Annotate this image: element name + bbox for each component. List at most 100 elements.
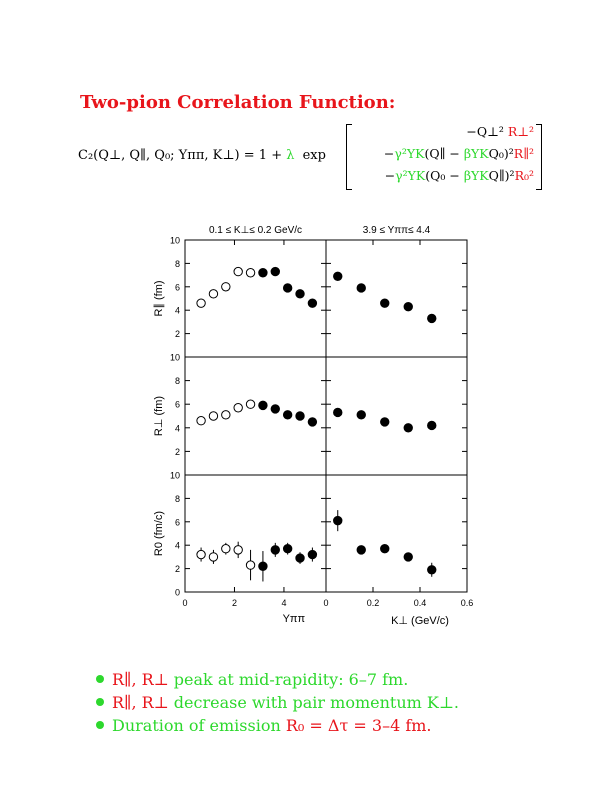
data-point-filled	[282, 410, 293, 420]
data-point-filled	[270, 545, 280, 555]
bullet-text-green: decrease with pair momentum K⊥.	[168, 693, 459, 712]
y-axis-label: R∥ (fm)	[153, 280, 165, 316]
data-point-filled	[295, 411, 305, 421]
data-point-filled	[380, 417, 390, 427]
y-tick-label: 6	[175, 400, 180, 410]
data-point-filled	[333, 271, 343, 281]
column-header: 0.1 ≤ K⊥≤ 0.2 GeV/c	[209, 225, 302, 236]
eq-r2-c: (Q∥ −	[424, 146, 464, 161]
data-point-open	[233, 403, 243, 413]
data-point-filled	[356, 283, 366, 293]
data-point-open	[196, 298, 206, 308]
bullet-dot	[96, 674, 104, 683]
summary-bullets: R∥, R⊥ peak at mid-rapidity: 6–7 fm. R∥,…	[96, 670, 459, 739]
bullet-item: Duration of emission R₀ = Δτ = 3–4 fm.	[96, 716, 459, 739]
correlation-equation: C₂(Q⊥, Q∥, Q₀; Yππ, K⊥) = 1 + λ exp −Q⊥²…	[78, 122, 548, 192]
bullet-item: R∥, R⊥ decrease with pair momentum K⊥.	[96, 693, 459, 716]
bullet-item: R∥, R⊥ peak at mid-rapidity: 6–7 fm.	[96, 670, 459, 693]
equation-lambda: λ	[286, 148, 295, 163]
data-point-filled	[380, 298, 390, 308]
data-point-open	[208, 289, 219, 299]
data-point-filled	[307, 549, 318, 560]
eq-r2-d: βYK	[463, 146, 489, 161]
eq-r3-e: Q∥)²	[488, 168, 515, 183]
x-tick-label: 4	[281, 598, 286, 608]
x-tick-label: 0	[323, 598, 328, 608]
x-tick-label: 0	[182, 598, 187, 608]
data-point-filled	[403, 423, 413, 433]
y-tick-label: 6	[175, 517, 180, 527]
eq-r2-e: Q₀)²	[488, 146, 514, 161]
eq-r2-b: γ²YK	[394, 146, 425, 161]
data-point-filled	[282, 544, 293, 554]
data-point-open	[245, 399, 256, 409]
data-point-filled	[258, 268, 268, 278]
eq-r2-a: −	[383, 146, 395, 161]
x-tick-label: 2	[232, 598, 237, 608]
equation-bracket-left	[346, 124, 352, 190]
data-point-filled	[307, 417, 318, 427]
eq-r3-c: (Q₀ −	[425, 168, 464, 183]
x-tick-label: 0.6	[461, 598, 474, 608]
eq-r1-b: R⊥²	[507, 124, 534, 139]
y-axis-label: R⊥ (fm)	[153, 396, 165, 436]
y-tick-label: 10	[170, 471, 180, 481]
y-tick-label: 4	[175, 306, 180, 316]
data-point-filled	[258, 561, 268, 571]
y-tick-label: 10	[170, 236, 180, 246]
data-point-open	[233, 266, 243, 277]
bullet-text-red: R∥, R⊥	[112, 693, 169, 712]
data-point-filled	[333, 515, 343, 526]
data-point-open	[221, 544, 231, 554]
bullet-text-red: R∥, R⊥	[112, 670, 169, 689]
y-tick-label: 2	[175, 447, 180, 457]
equation-row-1: −Q⊥² R⊥²	[466, 124, 534, 139]
x-tick-label: 0.2	[367, 598, 380, 608]
data-point-open	[208, 552, 219, 562]
x-axis-label: Yππ	[283, 613, 306, 625]
data-point-open	[196, 416, 206, 426]
data-point-open	[245, 560, 256, 570]
bullet-text-green: Duration of emission	[112, 716, 286, 735]
data-point-filled	[282, 283, 293, 293]
data-point-open	[196, 549, 206, 560]
data-point-filled	[427, 313, 437, 324]
data-point-filled	[403, 552, 413, 562]
y-tick-label: 4	[175, 541, 180, 551]
bullet-text-green: peak at mid-rapidity: 6–7 fm.	[168, 670, 409, 689]
eq-r2-f: R∥²	[513, 146, 534, 161]
data-point-filled	[295, 289, 305, 299]
data-point-open	[245, 268, 256, 278]
eq-r3-f: R₀²	[514, 168, 534, 183]
y-tick-label: 8	[175, 376, 180, 386]
data-point-filled	[270, 266, 280, 277]
eq-r3-d: βYK	[463, 168, 489, 183]
bullet-dot	[96, 720, 104, 729]
x-tick-label: 0.4	[414, 598, 427, 608]
bullet-text-red: R₀ = Δτ = 3–4 fm.	[285, 716, 432, 735]
y-tick-label: 8	[175, 494, 180, 504]
y-tick-label: 4	[175, 423, 180, 433]
eq-r1-a: −Q⊥²	[466, 124, 508, 139]
data-point-filled	[258, 400, 268, 411]
eq-r3-a: −	[384, 168, 396, 183]
data-point-open	[221, 410, 231, 420]
slide-title: Two-pion Correlation Function:	[80, 92, 396, 113]
equation-lhs-text: C₂(Q⊥, Q∥, Q₀; Yππ, K⊥) = 1 +	[78, 148, 287, 163]
data-point-filled	[380, 544, 390, 554]
y-tick-label: 8	[175, 259, 180, 269]
data-point-filled	[403, 301, 413, 312]
y-tick-label: 6	[175, 282, 180, 292]
data-point-filled	[427, 565, 437, 575]
y-tick-label: 2	[175, 564, 180, 574]
equation-row-2: −γ²YK(Q∥ − βYKQ₀)²R∥²	[384, 146, 534, 161]
data-point-filled	[295, 553, 305, 563]
y-tick-label: 0	[175, 588, 180, 598]
data-point-filled	[356, 410, 366, 420]
column-header: 3.9 ≤ Yππ≤ 4.4	[363, 225, 431, 236]
data-point-open	[233, 545, 243, 555]
bullet-dot	[96, 697, 104, 706]
y-axis-label: R0 (fm/c)	[153, 511, 165, 556]
data-point-open	[208, 411, 219, 421]
